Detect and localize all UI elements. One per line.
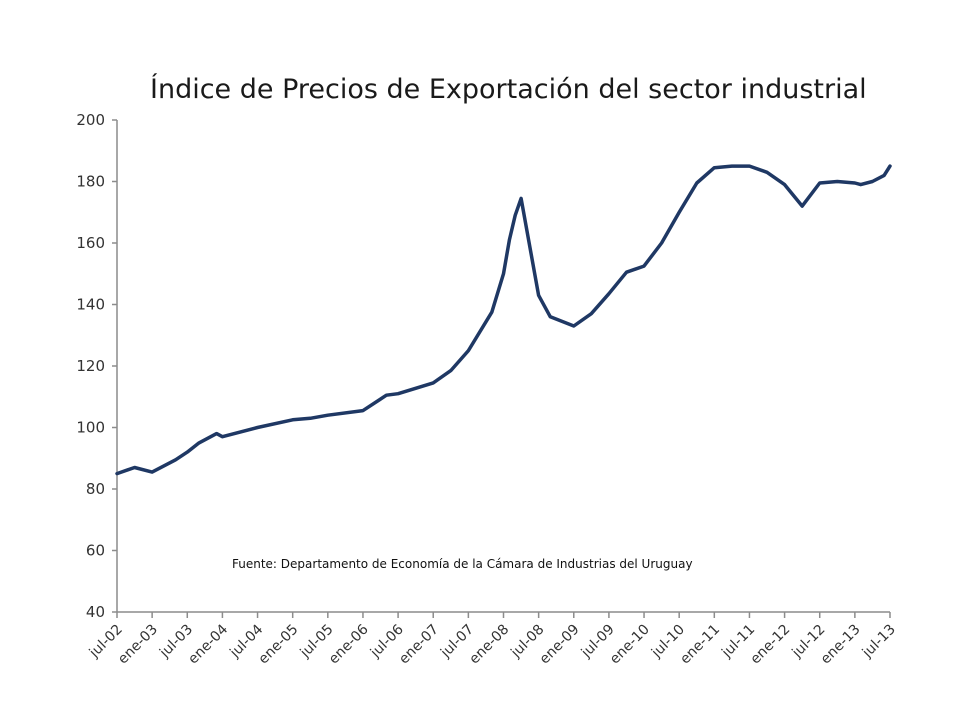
y-tick-label: 120 [76, 357, 105, 375]
y-tick-label: 160 [76, 234, 105, 252]
x-tick-label: ene-04 [185, 621, 231, 667]
axes [116, 120, 890, 613]
x-tick-label: ene-03 [115, 622, 161, 668]
x-tick-label: ene-10 [607, 622, 653, 668]
y-tick-label: 60 [86, 542, 105, 560]
y-tick-label: 100 [76, 419, 105, 437]
y-tick-label: 140 [76, 296, 105, 314]
x-tick-label: ene-13 [818, 622, 864, 668]
x-axis: jul-02ene-03jul-03ene-04jul-04ene-05jul-… [86, 612, 899, 667]
chart-title: Índice de Precios de Exportación del sec… [150, 73, 867, 105]
series-line [115, 164, 892, 476]
x-tick-label: ene-08 [466, 622, 512, 668]
y-tick-label: 80 [86, 480, 105, 498]
x-tick-label: ene-09 [537, 622, 583, 668]
y-tick-label: 200 [76, 111, 105, 129]
y-tick-label: 40 [86, 603, 105, 621]
y-tick-label: 180 [76, 173, 105, 191]
y-axis: 40 60 80 100 120 140 160 180 200 [76, 111, 117, 621]
x-tick-label: ene-11 [677, 622, 723, 668]
series-group [115, 164, 892, 476]
x-tick-label: ene-07 [396, 622, 442, 668]
x-tick-label: ene-06 [326, 621, 372, 667]
x-tick-label: ene-12 [747, 622, 793, 668]
source-annotation: Fuente: Departamento de Economía de la C… [232, 557, 693, 571]
x-tick-label: ene-05 [256, 622, 302, 668]
x-tick-label: jul-13 [859, 622, 899, 662]
